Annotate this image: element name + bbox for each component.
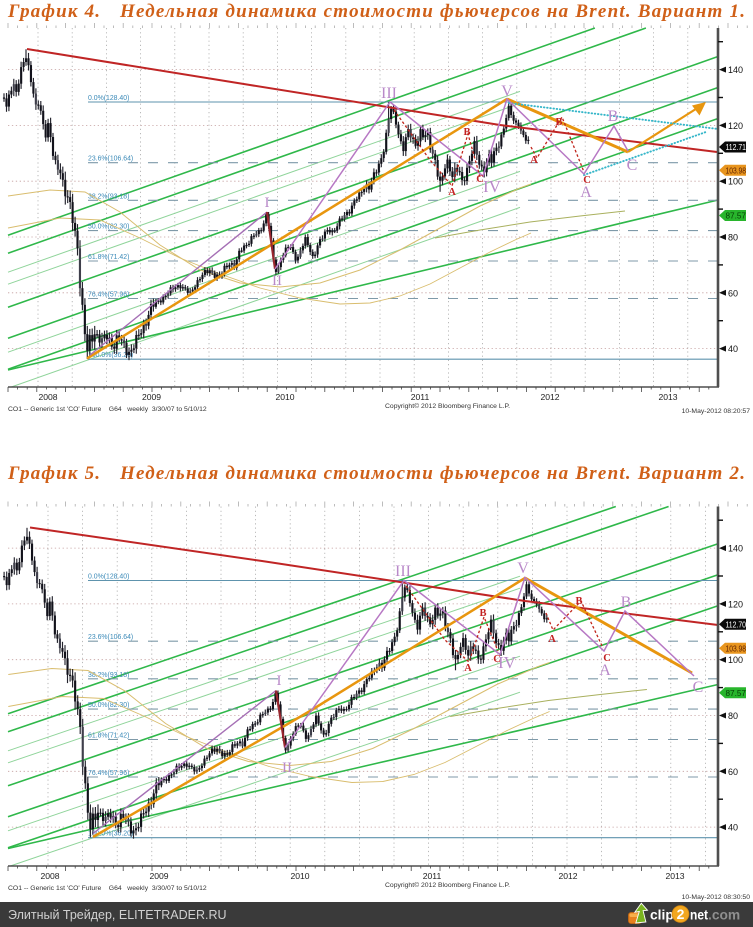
svg-text:38.2%(93.18): 38.2%(93.18) [88,672,129,679]
svg-text:IV: IV [483,177,502,196]
svg-text:10-May-2012 08:20:57: 10-May-2012 08:20:57 [682,408,751,415]
svg-text:I: I [277,673,282,689]
svg-text:График 5.: График 5. [7,463,100,484]
svg-text:C: C [476,174,484,185]
svg-text:C: C [693,679,704,696]
svg-text:0.0%(128.40): 0.0%(128.40) [88,95,129,102]
svg-text:B: B [555,117,562,128]
svg-text:87.57: 87.57 [726,211,747,221]
svg-text:C: C [493,654,501,665]
svg-text:80: 80 [728,711,738,721]
svg-text:C: C [583,175,591,186]
svg-text:A: A [530,155,538,166]
svg-text:2012: 2012 [558,871,577,881]
svg-text:A: A [464,663,472,674]
svg-text:140: 140 [728,65,743,75]
svg-text:120: 120 [728,121,743,131]
svg-text:Недельная динамика стоимости ф: Недельная динамика стоимости фьючерсов н… [119,463,745,484]
svg-text:График 4.: График 4. [7,1,100,22]
svg-text:2010: 2010 [290,871,309,881]
svg-text:61.8%(71.42): 61.8%(71.42) [88,254,129,261]
svg-text:23.6%(106.64): 23.6%(106.64) [88,634,133,641]
svg-text:2: 2 [677,906,685,922]
svg-text:B: B [575,596,582,607]
svg-text:2012: 2012 [540,392,559,402]
svg-text:2011: 2011 [423,871,442,881]
svg-text:76.4%(57.96): 76.4%(57.96) [88,770,129,777]
svg-text:.com: .com [708,908,740,923]
svg-text:100.0%(36.20): 100.0%(36.20) [88,831,133,838]
svg-text:2009: 2009 [142,392,161,402]
svg-text:A: A [448,187,456,198]
svg-text:0.0%(128.40): 0.0%(128.40) [88,574,129,581]
svg-text:61.8%(71.42): 61.8%(71.42) [88,733,129,740]
svg-text:10-May-2012 08:30:50: 10-May-2012 08:30:50 [682,894,751,901]
svg-text:A: A [580,184,592,201]
svg-text:87.57: 87.57 [726,688,747,698]
svg-text:140: 140 [728,544,743,554]
svg-text:2008: 2008 [40,871,59,881]
svg-text:II: II [272,273,282,289]
svg-text:100.0%(36.20): 100.0%(36.20) [88,352,133,359]
svg-text:CO1 -- Generic 1st 'CO' Future: CO1 -- Generic 1st 'CO' Future G64 weekl… [8,885,207,892]
svg-text:net: net [690,908,708,923]
svg-text:I: I [265,195,270,211]
svg-text:2013: 2013 [665,871,684,881]
svg-text:120: 120 [728,599,743,609]
svg-text:III: III [381,85,397,102]
svg-text:B: B [621,594,632,611]
svg-text:II: II [282,760,292,776]
svg-text:50.0%(82.30): 50.0%(82.30) [88,224,129,231]
svg-text:B: B [608,108,619,125]
svg-text:103.98: 103.98 [726,643,747,653]
svg-text:60: 60 [728,288,738,298]
svg-text:2009: 2009 [149,871,168,881]
svg-text:III: III [395,563,411,580]
svg-text:103.98: 103.98 [726,165,747,175]
svg-text:A: A [548,634,556,645]
svg-text:100: 100 [728,177,743,187]
svg-text:40: 40 [728,823,738,833]
svg-text:Элитный Трейдер, ELITETRADER.R: Элитный Трейдер, ELITETRADER.RU [8,908,227,922]
svg-text:40: 40 [728,344,738,354]
svg-text:V: V [501,83,513,100]
svg-text:B: B [479,608,486,619]
svg-text:CO1 -- Generic 1st 'CO' Future: CO1 -- Generic 1st 'CO' Future G64 weekl… [8,406,207,413]
svg-text:112.70: 112.70 [726,619,747,629]
svg-text:2011: 2011 [411,392,430,402]
svg-text:Недельная динамика стоимости ф: Недельная динамика стоимости фьючерсов н… [119,1,745,22]
svg-text:B: B [463,127,470,138]
svg-text:Copyright© 2012 Bloomberg Fina: Copyright© 2012 Bloomberg Finance L.P. [385,402,510,410]
svg-text:A: A [599,662,611,679]
svg-text:C: C [627,157,638,174]
svg-text:76.4%(57.96): 76.4%(57.96) [88,292,129,299]
svg-text:V: V [517,560,529,577]
svg-text:100: 100 [728,655,743,665]
svg-text:clip: clip [650,908,674,923]
svg-text:112.71: 112.71 [726,142,747,152]
svg-text:50.0%(82.30): 50.0%(82.30) [88,702,129,709]
svg-text:23.6%(106.64): 23.6%(106.64) [88,156,133,163]
svg-text:2010: 2010 [275,392,294,402]
svg-text:38.2%(93.18): 38.2%(93.18) [88,193,129,200]
svg-text:2013: 2013 [658,392,677,402]
svg-text:80: 80 [728,233,738,243]
svg-text:60: 60 [728,767,738,777]
svg-text:Copyright© 2012 Bloomberg Fina: Copyright© 2012 Bloomberg Finance L.P. [385,881,510,889]
svg-text:2008: 2008 [38,392,57,402]
svg-text:IV: IV [498,653,517,672]
svg-text:C: C [603,653,611,664]
